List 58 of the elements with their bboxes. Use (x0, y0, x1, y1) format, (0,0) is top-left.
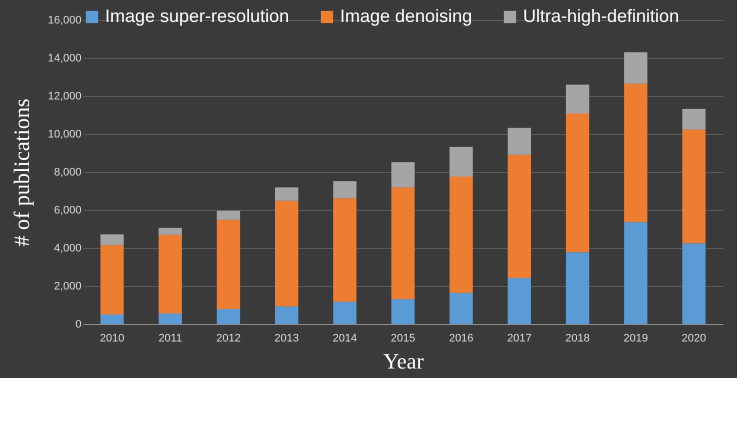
x-tick-label: 2011 (158, 332, 182, 344)
bar (682, 130, 706, 244)
y-tick-label: 8,000 (54, 166, 82, 178)
bar (100, 234, 124, 246)
bar (624, 84, 648, 222)
bar (158, 234, 182, 314)
bar (216, 308, 240, 324)
x-tick-label: 2016 (448, 332, 474, 344)
y-tick-label: 2,000 (54, 280, 82, 292)
bar (566, 252, 590, 324)
bar (508, 154, 531, 278)
bar (158, 314, 182, 324)
legend-label: Image super-resolution (105, 6, 290, 26)
y-tick-label: 4,000 (54, 242, 82, 254)
x-axis-title: Year (383, 348, 424, 374)
x-tick-label: 2015 (390, 332, 416, 344)
bar (275, 306, 298, 324)
bar (333, 198, 356, 302)
y-tick-label: 6,000 (54, 204, 82, 216)
x-tick-label: 2019 (623, 332, 648, 344)
bar (624, 52, 648, 84)
y-tick-label: 16,000 (48, 14, 82, 26)
bar (158, 228, 182, 235)
x-tick-label: 2014 (332, 332, 358, 344)
y-tick-label: 0 (75, 318, 82, 330)
x-tick-label: 2013 (274, 332, 299, 344)
y-tick-label: 10,000 (48, 128, 82, 140)
bar (450, 146, 473, 177)
bar (450, 292, 473, 324)
bar (275, 200, 298, 306)
bar (566, 113, 590, 252)
bar (682, 243, 706, 324)
bar (682, 108, 706, 130)
legend-label: Ultra-high-definition (523, 6, 680, 26)
bar (508, 128, 531, 155)
x-tick-label: 2012 (216, 332, 241, 344)
x-tick-label: 2020 (682, 332, 706, 344)
bar (624, 222, 648, 324)
bar (100, 245, 124, 314)
bar (275, 187, 298, 201)
x-tick-label: 2010 (100, 332, 124, 344)
bar (391, 187, 415, 300)
bar (333, 181, 356, 198)
legend-label: Image denoising (340, 6, 472, 26)
bar (391, 299, 415, 324)
bar (508, 278, 531, 324)
y-axis-title: # of publications (8, 98, 34, 246)
bar (216, 210, 240, 220)
bar (450, 176, 473, 293)
bar (216, 220, 240, 309)
bar (391, 162, 415, 188)
y-tick-label: 14,000 (48, 52, 82, 64)
bar (566, 84, 590, 114)
bar (333, 302, 356, 324)
x-tick-label: 2017 (507, 332, 532, 344)
y-tick-label: 12,000 (48, 90, 82, 102)
bar (100, 314, 124, 324)
x-tick-label: 2018 (565, 332, 590, 344)
